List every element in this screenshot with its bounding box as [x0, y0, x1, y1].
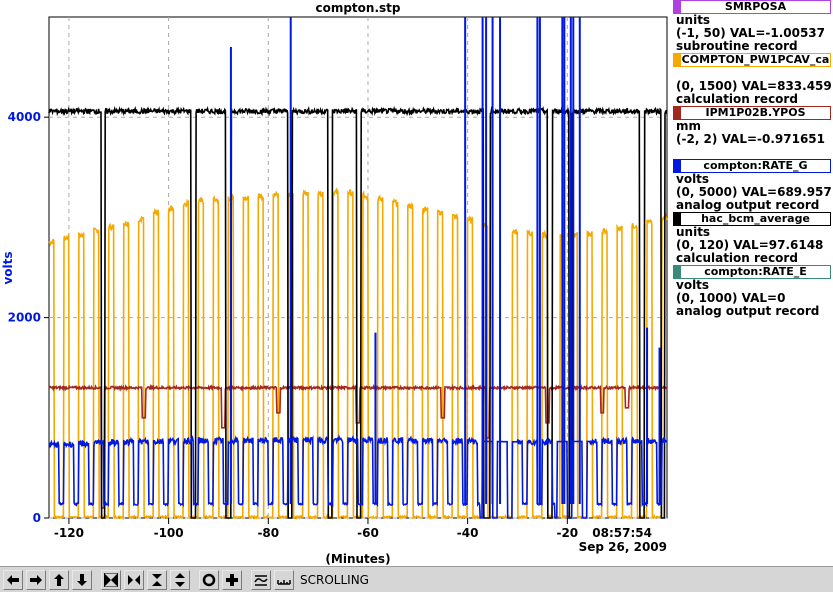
x-tick-label: -60: [357, 526, 379, 540]
arrow-right-icon[interactable]: [26, 569, 46, 590]
x-tick-label: -40: [457, 526, 479, 540]
legend-type: [670, 146, 833, 159]
legend-panel: SMRPOSA units (-1, 50) VAL=-1.00537 subrout…: [670, 0, 833, 318]
axes: -120 -100 -80 -60 -40 -20 0 2000 4000: [8, 110, 579, 540]
timestamp-time: 08:57:54: [592, 526, 652, 540]
legend-type: calculation record: [676, 251, 798, 265]
legend-item-compton-rate-e[interactable]: compton:RATE_E: [673, 265, 831, 279]
legend-item-compton-rate-g[interactable]: compton:RATE_G: [673, 159, 831, 173]
smooth-icon[interactable]: [251, 569, 271, 590]
y-tick-label: 2000: [8, 311, 41, 325]
arrow-up-icon[interactable]: [49, 569, 69, 590]
legend-range: (-2, 2) VAL=-0.971651: [676, 132, 826, 146]
arrow-down-icon[interactable]: [72, 569, 92, 590]
y-tick-label: 0: [33, 511, 41, 525]
plus-icon[interactable]: [222, 569, 242, 590]
zoom-in-vertical-icon[interactable]: [147, 569, 167, 590]
legend-range: (0, 1000) VAL=0: [676, 291, 786, 305]
series-compton-pw1pcav-ca: [48, 186, 668, 521]
legend-item-compton-pw1pcav-ca[interactable]: COMPTON_PW1PCAV_ca: [673, 53, 831, 67]
zoom-out-vertical-icon[interactable]: [170, 569, 190, 590]
legend-range: (-1, 50) VAL=-1.00537: [676, 26, 826, 40]
zoom-in-horizontal-icon[interactable]: [124, 569, 144, 590]
legend-type: analog output record: [676, 304, 820, 318]
legend-unit: volts: [676, 172, 710, 186]
legend-unit: units: [676, 225, 711, 239]
y-tick-label: 4000: [8, 110, 41, 124]
x-tick-label: -80: [257, 526, 279, 540]
series-layer: [48, 17, 668, 521]
legend-range: (0, 120) VAL=97.6148: [676, 238, 824, 252]
y-axis-label: volts: [1, 251, 15, 284]
x-tick-label: -100: [154, 526, 184, 540]
legend-unit: mm: [676, 119, 702, 133]
legend-item-smrposa[interactable]: SMRPOSA: [673, 0, 831, 14]
legend-type: calculation record: [676, 92, 798, 106]
x-tick-label: -120: [54, 526, 84, 540]
strip-chart[interactable]: -120 -100 -80 -60 -40 -20 0 2000 4000 compton.st…: [0, 0, 833, 566]
legend-range: (0, 5000) VAL=689.957: [676, 185, 832, 199]
mode-label: SCROLLING: [300, 572, 369, 587]
zoom-in-both-icon[interactable]: [101, 569, 121, 590]
chart-title: compton.stp: [315, 1, 400, 15]
legend-unit: units: [676, 13, 711, 27]
record-icon[interactable]: [199, 569, 219, 590]
toolbar: SCROLLING: [0, 566, 833, 592]
x-axis-label: (Minutes): [325, 552, 390, 566]
ruler-icon[interactable]: [274, 569, 294, 590]
x-tick-label: -20: [556, 526, 578, 540]
legend-item-hac-bcm-average[interactable]: hac_bcm_average: [673, 212, 831, 226]
arrow-left-icon[interactable]: [3, 569, 23, 590]
timestamp-date: Sep 26, 2009: [579, 540, 667, 554]
legend-type: analog output record: [676, 198, 820, 212]
legend-type: subroutine record: [676, 39, 798, 53]
legend-range: (0, 1500) VAL=833.459: [676, 79, 832, 93]
legend-unit: volts: [676, 278, 710, 292]
legend-item-ipm1p02b-ypos[interactable]: IPM1P02B.YPOS: [673, 106, 831, 120]
